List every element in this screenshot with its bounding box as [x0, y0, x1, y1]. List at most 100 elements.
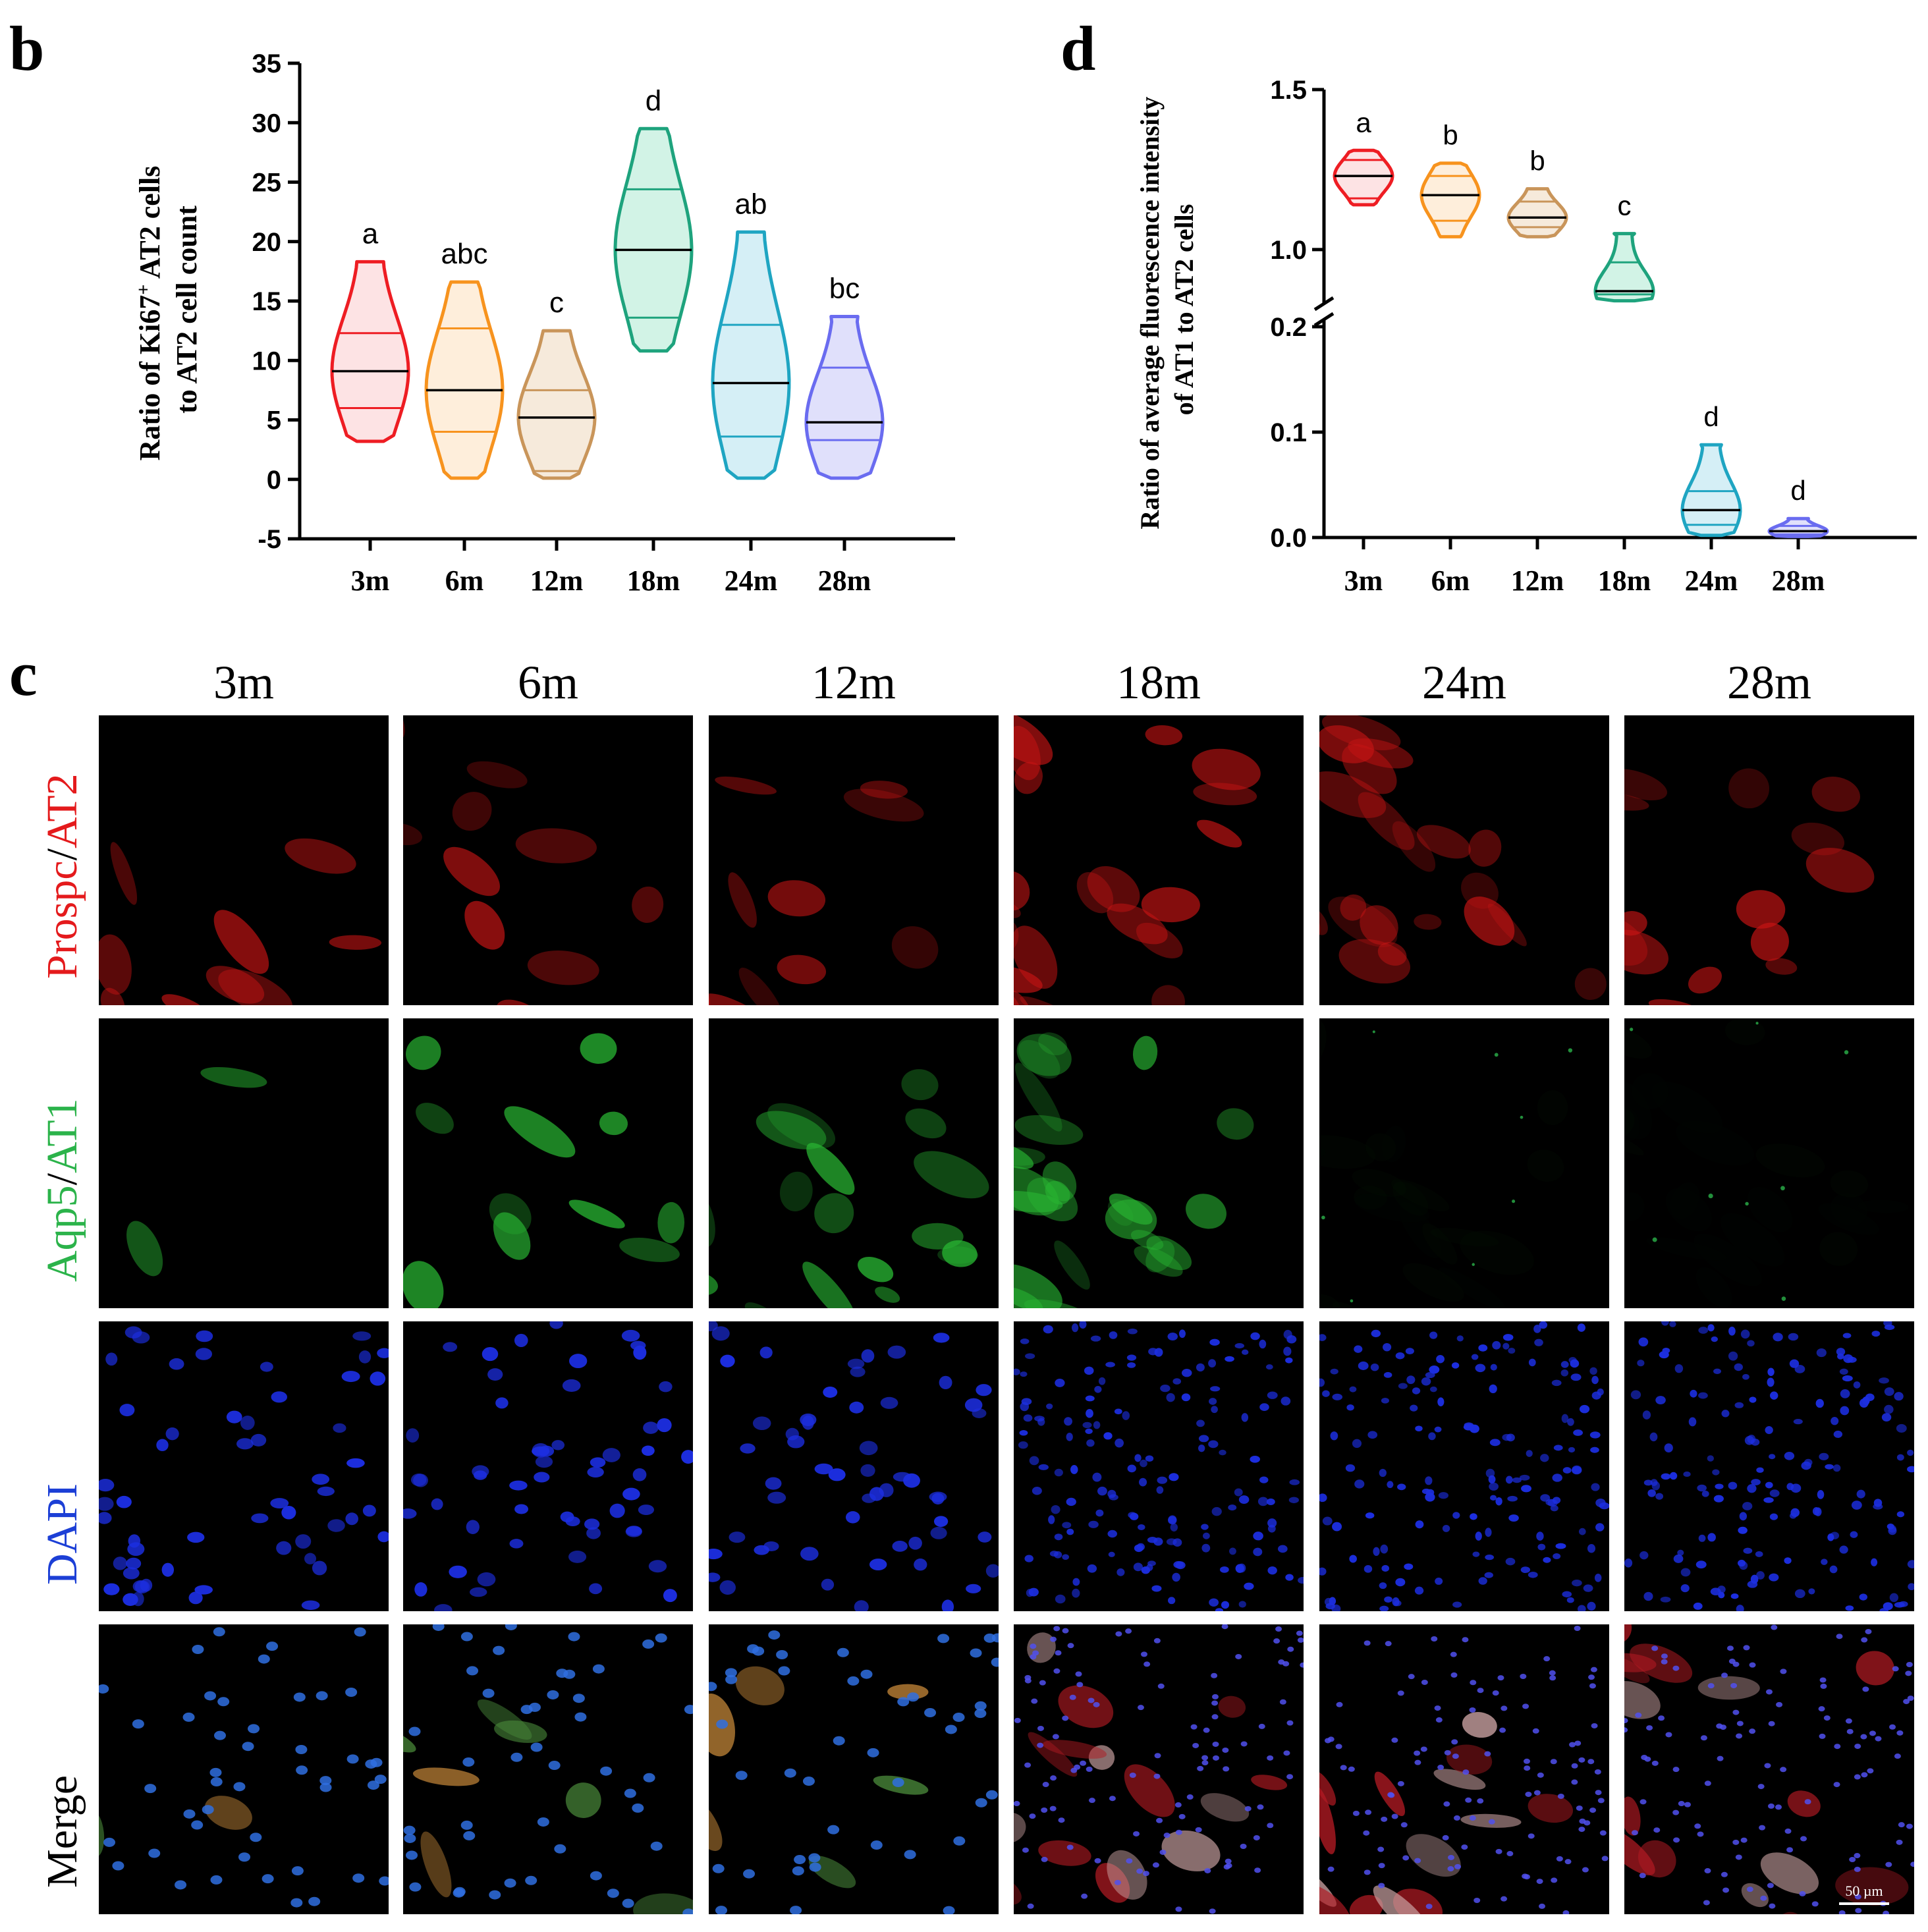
nucleus: [1062, 1554, 1070, 1560]
nucleus: [1050, 1775, 1057, 1781]
nucleus: [1759, 1825, 1766, 1831]
nucleus: [379, 1876, 389, 1886]
nucleus: [1037, 1725, 1044, 1731]
nucleus: [1763, 1497, 1774, 1503]
nucleus: [1896, 1423, 1907, 1433]
nucleus: [1591, 1375, 1599, 1385]
nucleus: [1571, 1779, 1578, 1785]
cell-body: [1624, 929, 1668, 975]
nucleus: [1379, 1582, 1387, 1589]
nucleus: [1371, 1329, 1381, 1338]
nucleus: [1079, 1321, 1087, 1329]
nucleus: [1833, 1430, 1843, 1438]
nucleus: [1196, 1363, 1205, 1372]
cell-body: [1630, 1643, 1693, 1683]
nucleus: [365, 1759, 377, 1769]
micrograph-red-6m: [403, 715, 693, 1005]
nucleus: [1076, 1682, 1084, 1688]
nucleus: [1786, 1847, 1794, 1853]
nucleus: [1711, 1336, 1719, 1342]
nucleus: [1804, 1799, 1811, 1805]
nucleus: [1456, 1335, 1464, 1342]
nucleus: [1125, 1628, 1132, 1634]
nucleus: [643, 1421, 659, 1434]
nucleus: [1157, 1476, 1168, 1484]
nucleus: [1591, 1483, 1600, 1491]
nucleus: [1718, 1591, 1725, 1599]
nucleus: [1730, 1593, 1739, 1599]
nucleus: [1642, 1410, 1651, 1420]
nucleus: [952, 1713, 965, 1723]
nucleus: [1223, 1766, 1230, 1772]
nucleus: [1680, 1568, 1691, 1577]
nucleus: [1562, 1910, 1570, 1914]
micrograph-background: [1014, 715, 1304, 1005]
nucleus: [849, 1401, 864, 1414]
nucleus: [1536, 1879, 1543, 1885]
cell-body: [204, 1796, 252, 1830]
nucleus: [1126, 1354, 1137, 1361]
nucleus: [377, 1348, 389, 1358]
cell-body: [843, 788, 924, 822]
nucleus: [1649, 1432, 1658, 1442]
nucleus: [1760, 1895, 1767, 1901]
nucleus: [1892, 1666, 1899, 1672]
nucleus: [1203, 1532, 1210, 1539]
y-tick-label: 15: [252, 287, 282, 316]
nucleus: [1484, 1572, 1493, 1578]
cell-body: [1624, 769, 1667, 801]
violin-12m: [516, 329, 597, 480]
nucleus: [1055, 1594, 1066, 1604]
nucleus: [204, 1691, 217, 1701]
cell-body: [1018, 1039, 1060, 1079]
nucleus: [1221, 1601, 1230, 1609]
cell-body: [285, 838, 356, 874]
nucleus: [1136, 1868, 1143, 1874]
nucleus: [403, 1825, 416, 1835]
nucleus: [1534, 1339, 1543, 1346]
cell-body: [1414, 914, 1442, 930]
significance-letter-24m: ab: [735, 188, 767, 220]
cell-body: [1624, 1653, 1657, 1672]
nucleus: [1072, 1323, 1079, 1333]
nucleus: [1443, 1801, 1450, 1807]
nucleus: [908, 1536, 922, 1550]
nucleus: [103, 1583, 120, 1595]
nucleus: [1896, 1730, 1904, 1736]
nucleus: [1704, 1868, 1711, 1874]
nucleus: [99, 1684, 109, 1694]
cell-body: [466, 761, 528, 788]
nucleus: [1492, 1690, 1499, 1696]
nucleus: [867, 1748, 879, 1757]
nucleus: [1673, 1837, 1680, 1843]
nucleus: [1074, 1764, 1081, 1770]
nucleus: [1238, 1563, 1246, 1573]
nucleus: [1715, 1483, 1724, 1489]
nucleus: [562, 1379, 581, 1392]
nucleus: [1234, 1488, 1243, 1497]
cell-body: [1835, 1867, 1909, 1906]
nucleus: [1746, 1887, 1753, 1892]
nucleus: [1475, 1532, 1482, 1541]
cell-body: [1043, 1740, 1107, 1759]
nucleus: [1391, 1737, 1398, 1743]
nucleus: [1562, 1467, 1572, 1474]
nucleus: [1201, 1543, 1211, 1553]
nucleus: [1630, 1390, 1641, 1400]
nucleus: [1324, 1738, 1331, 1744]
nucleus: [1555, 1543, 1566, 1549]
nucleus: [684, 1705, 693, 1715]
nucleus: [1238, 1601, 1246, 1608]
nucleus: [1122, 1411, 1130, 1420]
nucleus: [1488, 1819, 1495, 1825]
nucleus: [1732, 1661, 1740, 1667]
nucleus: [622, 1898, 634, 1908]
nucleus: [1664, 1443, 1673, 1453]
nucleus: [1072, 1588, 1080, 1598]
nucleus: [1024, 1678, 1032, 1684]
chart-d-violins: a b b c d d: [1333, 107, 1829, 538]
nucleus: [643, 1773, 655, 1782]
cell-body: [709, 1796, 723, 1851]
nucleus: [1201, 1755, 1209, 1761]
nucleus: [1043, 1325, 1053, 1334]
